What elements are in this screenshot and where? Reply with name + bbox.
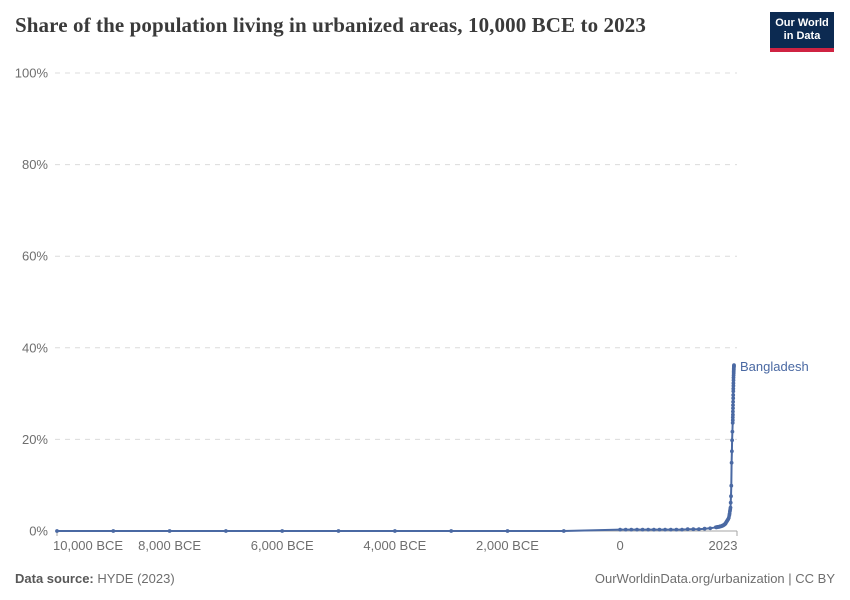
- data-point[interactable]: [635, 527, 639, 532]
- data-point[interactable]: [730, 438, 734, 443]
- data-point[interactable]: [640, 527, 645, 532]
- data-point[interactable]: [629, 527, 634, 532]
- data-point[interactable]: [336, 529, 341, 533]
- data-point[interactable]: [731, 412, 735, 417]
- data-point[interactable]: [618, 527, 622, 532]
- data-point[interactable]: [657, 527, 662, 532]
- data-point[interactable]: [728, 500, 733, 505]
- owid-logo-accent-bar: [770, 48, 834, 52]
- data-point[interactable]: [731, 406, 735, 411]
- data-point[interactable]: [731, 396, 736, 401]
- data-point[interactable]: [728, 505, 733, 510]
- data-point[interactable]: [731, 403, 735, 407]
- data-point[interactable]: [167, 529, 172, 533]
- data-point[interactable]: [111, 529, 116, 533]
- data-point[interactable]: [674, 527, 679, 532]
- data-point[interactable]: [730, 418, 735, 423]
- data-point[interactable]: [280, 529, 285, 533]
- data-point[interactable]: [561, 529, 566, 533]
- owid-logo[interactable]: Our World in Data: [770, 12, 834, 52]
- data-point[interactable]: [668, 527, 673, 532]
- data-source: Data source: HYDE (2023): [15, 571, 175, 586]
- data-point[interactable]: [685, 527, 690, 532]
- data-point[interactable]: [731, 393, 736, 397]
- data-point[interactable]: [691, 527, 696, 532]
- data-point[interactable]: [663, 527, 667, 532]
- data-point[interactable]: [393, 529, 397, 533]
- data-line[interactable]: [56, 364, 735, 532]
- data-point[interactable]: [731, 389, 736, 394]
- y-tick-label: 100%: [15, 66, 49, 81]
- x-tick-label: 4,000 BCE: [363, 538, 426, 553]
- y-tick-label: 40%: [22, 340, 48, 355]
- data-source-value: HYDE (2023): [93, 571, 175, 586]
- data-point[interactable]: [729, 494, 733, 499]
- data-point[interactable]: [449, 529, 454, 533]
- data-point[interactable]: [702, 526, 707, 531]
- page-title: Share of the population living in urbani…: [15, 13, 646, 37]
- data-point[interactable]: [708, 526, 713, 531]
- x-tick-label: 0: [616, 538, 623, 553]
- data-point[interactable]: [55, 529, 59, 533]
- data-point[interactable]: [652, 527, 656, 532]
- data-point[interactable]: [731, 399, 735, 404]
- data-point[interactable]: [731, 381, 736, 385]
- x-tick-label: 8,000 BCE: [138, 538, 201, 553]
- y-tick-label: 60%: [22, 249, 48, 264]
- y-tick-label: 20%: [22, 432, 48, 447]
- data-source-label: Data source:: [15, 571, 94, 586]
- data-point[interactable]: [730, 421, 735, 425]
- y-tick-label: 80%: [22, 157, 48, 172]
- data-point[interactable]: [731, 409, 735, 414]
- data-point[interactable]: [729, 483, 734, 488]
- owid-logo-line1: Our World: [775, 17, 829, 29]
- data-point[interactable]: [729, 460, 734, 465]
- data-point[interactable]: [731, 378, 736, 383]
- data-point[interactable]: [623, 527, 628, 532]
- data-point[interactable]: [730, 415, 735, 420]
- owid-logo-line2: in Data: [783, 30, 821, 42]
- data-point[interactable]: [697, 527, 701, 532]
- data-point[interactable]: [731, 386, 736, 391]
- data-point[interactable]: [730, 449, 734, 454]
- x-tick-label: 2,000 BCE: [476, 538, 539, 553]
- data-point[interactable]: [730, 429, 735, 434]
- footer-license-link[interactable]: OurWorldinData.org/urbanization | CC BY: [594, 571, 835, 586]
- data-point[interactable]: [732, 363, 736, 368]
- data-point[interactable]: [224, 529, 228, 533]
- x-tick-label: 2023: [709, 538, 738, 553]
- y-tick-label: 0%: [29, 524, 48, 539]
- chart-footer: Data source: HYDE (2023) OurWorldinData.…: [15, 571, 835, 586]
- series-label[interactable]: Bangladesh: [740, 359, 809, 374]
- data-point[interactable]: [731, 383, 736, 388]
- x-tick-label: 6,000 BCE: [251, 538, 314, 553]
- data-point[interactable]: [505, 529, 510, 533]
- x-tick-label: 10,000 BCE: [53, 538, 123, 553]
- data-point[interactable]: [680, 527, 684, 532]
- data-point[interactable]: [646, 527, 651, 532]
